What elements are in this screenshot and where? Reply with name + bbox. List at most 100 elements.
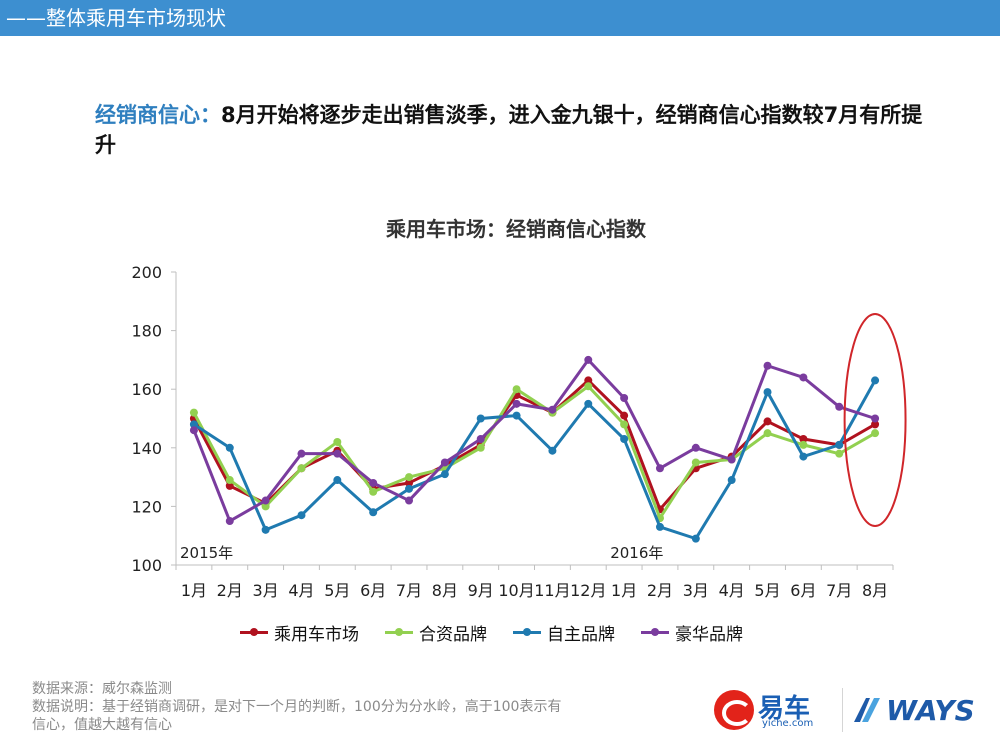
data-point — [476, 414, 485, 423]
data-point — [835, 402, 844, 411]
data-point — [369, 478, 378, 487]
headline-text: 8月开始将逐步走出销售淡季，进入金九银十，经销商信心指数较7月有所提升 — [95, 103, 923, 157]
data-point — [691, 443, 700, 452]
data-point — [297, 464, 306, 473]
y-tick-label: 120 — [131, 497, 162, 516]
data-point — [620, 411, 629, 420]
footnote: 数据来源：威尔森监测 数据说明：基于经销商调研，是对下一个月的判断，100分为分… — [32, 680, 682, 734]
data-point — [297, 511, 306, 520]
legend-item: 自主品牌 — [513, 620, 615, 645]
x-tick-label: 8月 — [432, 581, 458, 600]
data-point — [333, 476, 342, 485]
data-point — [476, 435, 485, 444]
data-point — [584, 399, 593, 408]
data-point — [548, 405, 557, 414]
data-point — [763, 388, 772, 397]
series-自主品牌 — [189, 376, 880, 543]
section-title: ——整体乘用车市场现状 — [6, 6, 226, 30]
data-point — [871, 376, 880, 385]
data-point — [405, 484, 414, 493]
data-point — [189, 426, 198, 435]
data-point — [871, 414, 880, 423]
chart-title: 乘用车市场：经销商信心指数 — [385, 217, 647, 241]
data-point — [405, 473, 414, 482]
footnote-desc-1: 数据说明：基于经销商调研，是对下一个月的判断，100分为分水岭，高于100表示有 — [32, 699, 562, 715]
data-point — [799, 440, 808, 449]
legend-label: 自主品牌 — [547, 624, 615, 645]
data-point — [440, 470, 449, 479]
x-tick-label: 3月 — [683, 581, 709, 600]
data-point — [405, 496, 414, 505]
footnote-desc-2: 信心，值越大越有信心 — [32, 717, 172, 733]
data-point — [261, 496, 270, 505]
ways-logo-icon — [854, 698, 880, 722]
header-bar: ——整体乘用车市场现状 — [0, 0, 1000, 36]
data-point — [189, 408, 198, 417]
yiche-logo-name: 易车 — [758, 694, 811, 724]
chart-legend: 乘用车市场 合资品牌 自主品牌 豪华品牌 — [240, 618, 743, 646]
data-point — [261, 502, 270, 511]
legend-swatch — [513, 626, 541, 638]
y-tick-label: 200 — [131, 263, 162, 282]
y-tick-label: 180 — [131, 322, 162, 341]
y-tick-label: 160 — [131, 380, 162, 399]
data-point — [333, 437, 342, 446]
data-point — [835, 440, 844, 449]
data-point — [225, 476, 234, 485]
data-point — [799, 452, 808, 461]
legend-swatch — [641, 626, 669, 638]
data-point — [727, 455, 736, 464]
legend-label: 乘用车市场 — [274, 624, 359, 645]
data-point — [763, 429, 772, 438]
legend-swatch — [240, 626, 268, 638]
x-tick-label: 4月 — [288, 581, 314, 600]
x-tick-label: 5月 — [754, 581, 780, 600]
data-point — [620, 420, 629, 429]
data-point — [799, 373, 808, 382]
data-point — [799, 435, 808, 444]
data-point — [655, 464, 664, 473]
legend-swatch — [385, 626, 413, 638]
legend-item: 合资品牌 — [385, 620, 487, 645]
data-point — [655, 522, 664, 531]
x-tick-label: 6月 — [790, 581, 816, 600]
footnote-source: 数据来源：威尔森监测 — [32, 681, 172, 697]
x-tick-label: 10月 — [498, 581, 534, 600]
data-point — [369, 508, 378, 517]
legend-item: 豪华品牌 — [641, 620, 743, 645]
data-point — [512, 411, 521, 420]
data-point — [584, 355, 593, 364]
series-豪华品牌 — [189, 355, 880, 526]
data-point — [691, 458, 700, 467]
ways-logo-name: WAYS — [886, 694, 975, 727]
yiche-logo: 易车 yiche.com — [714, 688, 834, 736]
x-tick-label: 6月 — [360, 581, 386, 600]
yiche-logo-sub: yiche.com — [762, 718, 814, 729]
y-tick-label: 140 — [131, 439, 162, 458]
x-tick-label: 3月 — [253, 581, 279, 600]
legend-label: 合资品牌 — [419, 624, 487, 645]
year-label: 2016年 — [610, 544, 663, 562]
data-point — [297, 449, 306, 458]
data-point — [225, 481, 234, 490]
series-line — [192, 358, 876, 523]
x-tick-label: 7月 — [826, 581, 852, 600]
data-point — [691, 534, 700, 543]
headline-lead: 经销商信心： — [95, 103, 221, 127]
data-point — [763, 361, 772, 370]
year-label: 2015年 — [180, 544, 233, 562]
data-point — [225, 443, 234, 452]
x-tick-label: 8月 — [862, 581, 888, 600]
x-tick-label: 5月 — [324, 581, 350, 600]
data-point — [620, 435, 629, 444]
x-tick-label: 7月 — [396, 581, 422, 600]
legend-item: 乘用车市场 — [240, 620, 359, 645]
data-point — [225, 517, 234, 526]
data-point — [512, 385, 521, 394]
data-point — [835, 449, 844, 458]
data-point — [548, 446, 557, 455]
headline: 经销商信心：8月开始将逐步走出销售淡季，进入金九银十，经销商信心指数较7月有所提… — [95, 100, 935, 160]
data-point — [476, 443, 485, 452]
x-tick-label: 1月 — [181, 581, 207, 600]
